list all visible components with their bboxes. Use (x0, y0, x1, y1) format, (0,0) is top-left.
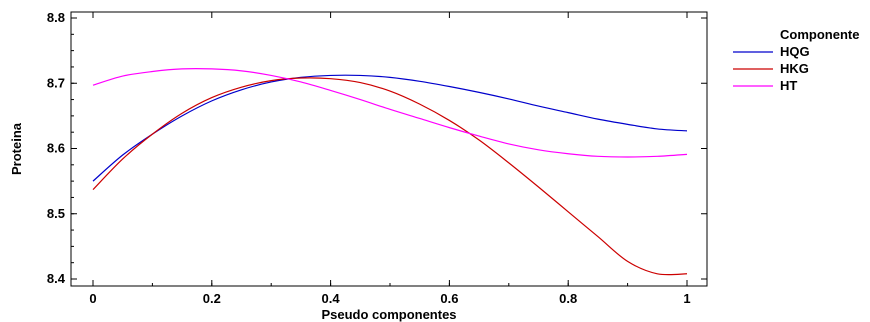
x-tick-label: 1 (683, 291, 690, 306)
y-tick-label: 8.8 (47, 10, 65, 25)
legend-label-hkg: HKG (780, 61, 809, 76)
x-tick-label: 0.8 (559, 291, 577, 306)
legend-label-hqg: HQG (780, 44, 810, 59)
x-tick-label: 0.4 (322, 291, 341, 306)
x-axis-title: Pseudo componentes (321, 307, 456, 322)
legend-label-ht: HT (780, 78, 797, 93)
legend: Componente HQG HKG HT (733, 27, 859, 93)
y-tick-label: 8.4 (47, 271, 66, 286)
y-tick-label: 8.6 (47, 141, 65, 156)
y-tick-label: 8.7 (47, 75, 65, 90)
x-tick-label: 0 (89, 291, 96, 306)
y-axis: 8.4 8.5 8.6 8.7 8.8 (47, 10, 707, 286)
plot-frame (70, 11, 708, 287)
series-line-hqg (92, 74, 688, 182)
series-lines (92, 68, 688, 276)
x-tick-label: 0.6 (440, 291, 458, 306)
series-line-ht (92, 68, 688, 158)
series-line-hkg (92, 77, 688, 276)
x-axis: 0 0.2 0.4 0.6 0.8 1 (89, 12, 691, 306)
y-axis-title: Proteina (9, 122, 24, 175)
x-tick-label: 0.2 (203, 291, 221, 306)
y-tick-label: 8.5 (47, 206, 65, 221)
legend-title: Componente (780, 27, 859, 42)
